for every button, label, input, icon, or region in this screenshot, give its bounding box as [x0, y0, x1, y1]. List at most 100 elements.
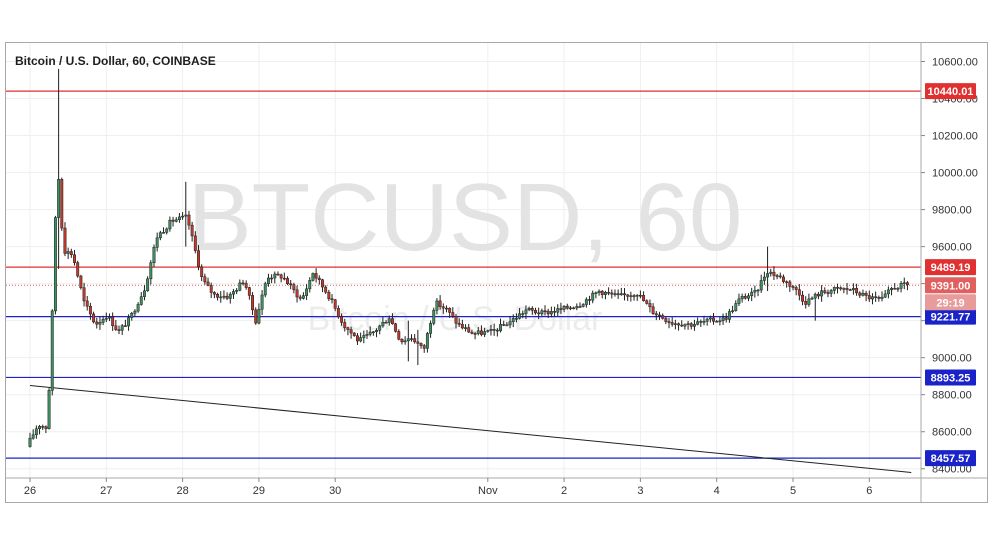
- price-level-tag: 8457.57: [931, 453, 971, 465]
- candle-down: [73, 254, 76, 263]
- candle-down: [632, 295, 636, 297]
- candle-up: [31, 434, 35, 439]
- candle-down: [295, 289, 299, 298]
- candle-up: [832, 287, 836, 291]
- candle-up: [152, 247, 156, 264]
- candle-up: [98, 322, 102, 325]
- candle-down: [864, 292, 868, 296]
- time-tick-label: 6: [866, 485, 872, 497]
- candle-up: [521, 313, 525, 315]
- candle-up: [435, 300, 439, 311]
- candle-down: [225, 295, 229, 299]
- candle-down: [600, 290, 604, 295]
- candle-down: [321, 279, 324, 288]
- candle-up: [168, 219, 172, 230]
- price-axis[interactable]: 8400.008600.008800.009000.009200.009400.…: [920, 43, 978, 503]
- candle-down: [203, 276, 207, 283]
- candle-up: [756, 289, 760, 292]
- candle-down: [565, 305, 569, 309]
- candle-up: [365, 334, 369, 336]
- candle-down: [200, 266, 204, 277]
- candle-down: [63, 227, 67, 254]
- candle-down: [906, 282, 909, 285]
- candle-down: [117, 329, 121, 331]
- candle-down: [76, 262, 80, 277]
- candle-down: [82, 287, 86, 302]
- time-tick-label: 3: [637, 485, 643, 497]
- candle-down: [41, 426, 45, 428]
- candle-down: [356, 335, 359, 342]
- time-axis[interactable]: 26 27 28 29 30 Nov 2 3 4 5 6: [6, 477, 988, 497]
- candle-down: [314, 273, 318, 279]
- candle-down: [572, 307, 576, 310]
- candle-down: [743, 295, 747, 299]
- candle-down: [460, 324, 464, 329]
- price-level-tag-bg: [925, 308, 976, 325]
- candle-up: [527, 308, 531, 311]
- candle-down: [867, 295, 871, 300]
- candle-up: [311, 273, 315, 281]
- candle-down: [292, 284, 296, 291]
- candle-up: [133, 310, 137, 314]
- candle-up: [890, 288, 894, 291]
- candle-down: [79, 275, 83, 288]
- candle-down: [282, 277, 286, 280]
- candle-down: [416, 341, 420, 344]
- price-tick-label: 9000.00: [932, 353, 972, 365]
- candle-up: [34, 428, 38, 436]
- chart-title[interactable]: Bitcoin / U.S. Dollar, 60, COINBASE: [15, 54, 216, 68]
- candle-down: [839, 287, 843, 290]
- candle-down: [893, 288, 897, 290]
- candle-down: [244, 283, 248, 288]
- candle-up: [715, 320, 719, 323]
- candle-up: [263, 283, 267, 296]
- candle-up: [721, 317, 725, 322]
- candle-down: [340, 316, 344, 323]
- candle-up: [861, 292, 865, 296]
- candle-down: [724, 317, 728, 320]
- candle-down: [171, 219, 175, 222]
- candle-up: [692, 324, 696, 327]
- candle-down: [664, 318, 668, 322]
- last-price-tag-bg: [925, 277, 976, 294]
- candle-up: [505, 324, 509, 327]
- candle-down: [438, 300, 442, 307]
- candle-up: [222, 295, 226, 298]
- candle-up: [518, 313, 522, 319]
- candle-up: [829, 290, 833, 294]
- candle-up: [232, 291, 235, 295]
- candle-up: [584, 299, 588, 305]
- candle-down: [470, 331, 474, 334]
- candle-up: [499, 324, 502, 332]
- candle-up: [591, 292, 595, 301]
- candle-up: [158, 232, 162, 239]
- candle-up: [737, 298, 741, 304]
- candle-up: [464, 327, 467, 329]
- candle-up: [702, 321, 706, 323]
- candle-down: [457, 323, 461, 325]
- candle-up: [886, 289, 890, 295]
- candle-down: [241, 282, 245, 285]
- candle-down: [88, 305, 92, 315]
- candle-up: [432, 309, 436, 324]
- candle-up: [162, 232, 165, 234]
- candle-up: [842, 288, 846, 290]
- candle-up: [47, 390, 51, 429]
- candle-down: [95, 321, 99, 325]
- candle-down: [85, 300, 89, 307]
- candle-up: [301, 295, 305, 299]
- price-level-tag-bg: [925, 450, 976, 467]
- candle-up: [569, 307, 572, 310]
- candle-up: [556, 308, 560, 313]
- candle-down: [206, 281, 210, 286]
- time-tick-label: 4: [714, 485, 720, 497]
- candle-up: [359, 337, 363, 342]
- candle-up: [238, 282, 242, 291]
- candle-down: [495, 329, 499, 332]
- candle-down: [559, 308, 563, 310]
- candle-down: [397, 331, 401, 340]
- candle-down: [543, 310, 547, 312]
- candle-down: [661, 315, 665, 319]
- candle-up: [174, 219, 178, 222]
